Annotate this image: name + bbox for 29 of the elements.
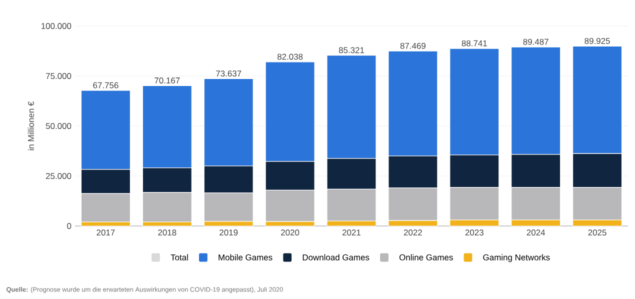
legend-label: Online Games (399, 254, 453, 260)
x-tick-label: 2021 (342, 230, 361, 236)
total-label: 88.741 (462, 40, 487, 46)
legend-label: Download Games (302, 254, 370, 260)
total-label: 70.167 (154, 77, 180, 84)
x-tick-label: 2022 (404, 230, 422, 236)
total-label: 82.038 (277, 54, 303, 60)
total-label: 67.756 (93, 82, 118, 88)
legend-label: Total (170, 254, 188, 260)
x-tick-label: 2025 (588, 230, 606, 236)
y-tick-label: 100.000 (42, 23, 72, 29)
total-label: 85.321 (338, 47, 364, 54)
y-tick-label: 25.000 (46, 173, 72, 179)
x-tick-label: 2018 (158, 230, 176, 236)
total-label: 87.469 (400, 42, 426, 49)
legend-label: Mobile Games (218, 254, 272, 260)
y-tick-label: 75.000 (46, 73, 72, 79)
y-tick-label: 0 (67, 223, 72, 229)
legend-label: Gaming Networks (483, 254, 550, 262)
y-axis-title: in Millionen € (28, 101, 34, 150)
x-tick-label: 2024 (526, 230, 546, 236)
total-label: 89.487 (523, 38, 548, 45)
x-tick-label: 2019 (220, 230, 238, 236)
total-label: 89.925 (584, 38, 610, 44)
x-tick-label: 2017 (96, 230, 115, 236)
y-tick-label: 50.000 (46, 123, 72, 129)
total-label: 73.637 (216, 70, 242, 77)
x-tick-label: 2020 (281, 230, 300, 236)
x-tick-label: 2023 (465, 230, 484, 236)
